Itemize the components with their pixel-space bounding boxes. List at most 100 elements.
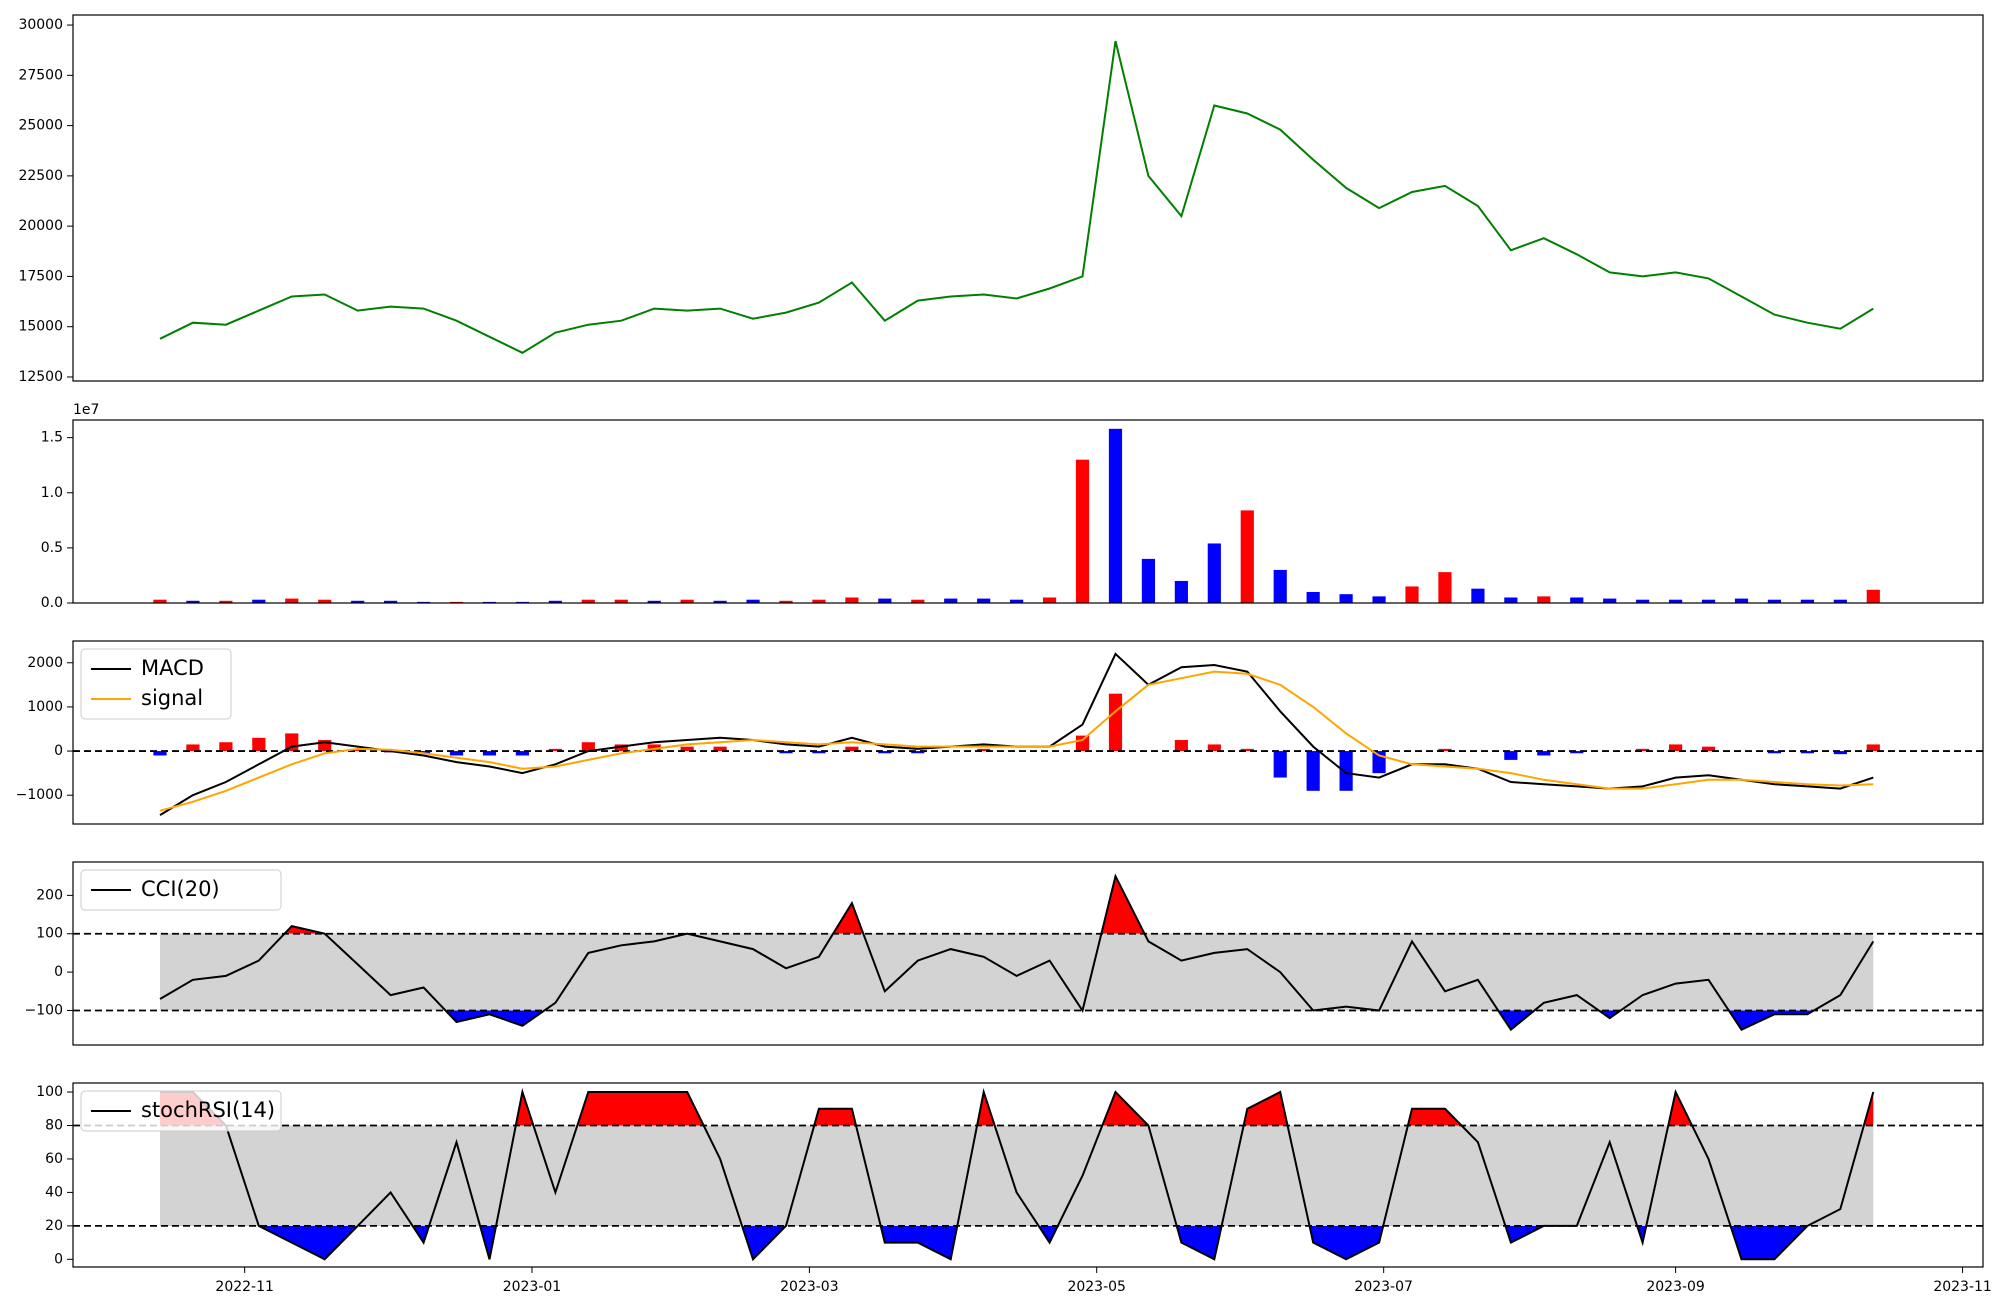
volume-bar (1240, 510, 1254, 603)
y-tick-label: 20000 (18, 218, 63, 234)
y-tick-label: −1000 (16, 787, 63, 803)
volume-bar (713, 600, 727, 603)
y-tick-label: 40 (45, 1184, 63, 1200)
y-tick-label: 1000 (27, 699, 63, 715)
histogram-bar (1537, 751, 1551, 756)
volume-bar (812, 599, 826, 603)
x-tick-label: 2023-07 (1354, 1279, 1413, 1295)
volume-bar (384, 600, 398, 603)
histogram-bar (351, 748, 365, 752)
volume-bar (1636, 599, 1650, 603)
histogram-bar (812, 751, 826, 754)
y-tick-label: 20 (45, 1218, 63, 1234)
offset-label: 1e7 (73, 402, 99, 418)
histogram-bar (1207, 744, 1221, 752)
histogram-bar (647, 744, 661, 752)
volume-bar (845, 597, 859, 603)
histogram-bar (1767, 751, 1782, 754)
volume-bar (153, 599, 167, 603)
histogram-bar (1833, 751, 1847, 755)
legend-box (80, 1090, 282, 1132)
volume-bar (1537, 596, 1551, 603)
volume-bar (1734, 598, 1749, 603)
indicator-line (159, 873, 1875, 1032)
histogram-bar (1075, 735, 1090, 752)
histogram-bar (515, 751, 530, 756)
volume-bar (977, 598, 991, 603)
volume-bar (1108, 428, 1123, 603)
legend-label: signal (141, 686, 203, 710)
volume-bar (219, 600, 233, 603)
y-tick-label: 12500 (18, 369, 63, 385)
volume-bar (1042, 597, 1057, 603)
histogram-bar (1636, 748, 1650, 752)
volume-bar (186, 600, 200, 603)
y-tick-label: 60 (45, 1151, 63, 1167)
y-tick-label: 22500 (18, 168, 63, 184)
histogram-bar (1273, 751, 1287, 778)
histogram-bar (680, 746, 694, 752)
legend-label: MACD (141, 656, 204, 680)
y-tick-label: 30000 (18, 17, 63, 33)
y-tick-label: 1.5 (41, 430, 63, 446)
y-tick-label: 0.5 (41, 540, 63, 556)
panel-frame (72, 14, 1984, 382)
volume-bar (285, 598, 299, 603)
volume-bar (647, 600, 661, 603)
legend-label: stochRSI(14) (141, 1098, 275, 1122)
y-tick-label: 1.0 (41, 485, 63, 501)
volume-bar (1701, 599, 1716, 603)
volume-bar (1405, 586, 1419, 603)
panel-frame (72, 640, 1984, 825)
y-tick-label: 0.0 (41, 595, 63, 611)
legend-box (80, 648, 232, 720)
volume-bar (1800, 599, 1814, 603)
x-tick-label: 2023-03 (780, 1279, 839, 1295)
panel-frame (72, 861, 1984, 1046)
volume-bar (1833, 599, 1847, 603)
volume-bar (614, 599, 628, 603)
x-tick-label: 2023-11 (1933, 1279, 1992, 1295)
y-tick-label: 17500 (18, 268, 63, 284)
volume-bar (351, 600, 365, 603)
volume-bar (1141, 558, 1156, 603)
histogram-bar (1339, 751, 1353, 791)
volume-bar (1570, 597, 1584, 603)
volume-bar (318, 599, 332, 603)
y-tick-label: 25000 (18, 118, 63, 134)
volume-bar (1010, 599, 1024, 603)
volume-bar (1669, 599, 1683, 603)
histogram-bar (713, 746, 727, 752)
volume-bar (680, 599, 694, 603)
volume-bar (1866, 589, 1880, 603)
histogram-bar (186, 744, 200, 752)
histogram-bar (482, 751, 497, 756)
y-tick-label: 0 (54, 1251, 63, 1267)
volume-bar (581, 599, 595, 603)
histogram-bar (878, 751, 892, 754)
x-tick-label: 2023-09 (1646, 1279, 1705, 1295)
histogram-bar (1108, 693, 1123, 752)
volume-bar (1339, 594, 1353, 603)
histogram-bar (1174, 740, 1188, 752)
volume-bar (1306, 591, 1320, 603)
histogram-bar (416, 751, 431, 754)
volume-bar (779, 600, 793, 603)
histogram-bar (1866, 744, 1880, 752)
histogram-bar (779, 751, 793, 754)
histogram-bar (1701, 746, 1716, 752)
y-tick-label: 0 (54, 743, 63, 759)
y-tick-label: 0 (54, 964, 63, 980)
panel-frame (72, 1082, 1984, 1268)
y-tick-label: 80 (45, 1117, 63, 1133)
volume-bar (252, 599, 266, 603)
histogram-bar (449, 751, 464, 756)
histogram-bar (1438, 748, 1452, 752)
legend-label: CCI(20) (141, 877, 220, 901)
neutral-band (159, 1125, 1874, 1226)
y-tick-label: 27500 (18, 67, 63, 83)
panel-frame (72, 419, 1984, 604)
histogram-bar (548, 748, 562, 752)
histogram-bar (252, 737, 266, 752)
volume-bar (1174, 580, 1188, 603)
